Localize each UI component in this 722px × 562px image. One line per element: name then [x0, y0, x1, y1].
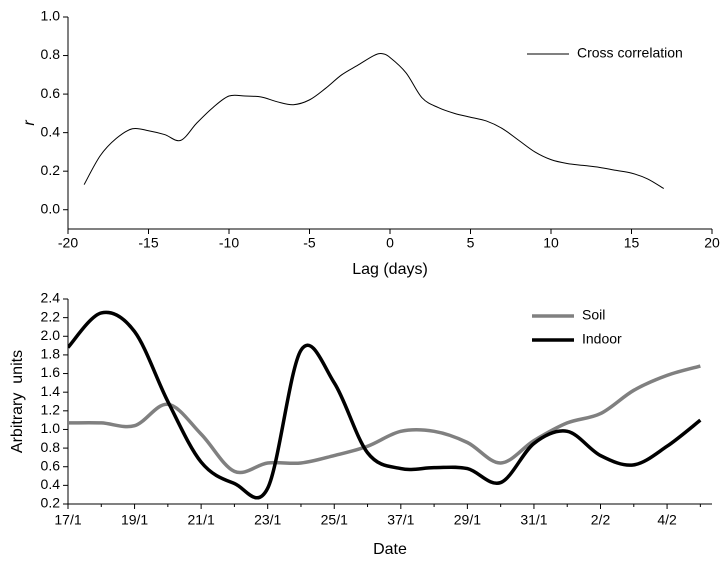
x-tick-label: 37/1: [387, 512, 414, 528]
y-tick-label: 1.0: [41, 420, 61, 436]
y-tick-label: 2.0: [41, 327, 61, 343]
y-tick-label: 1.0: [41, 8, 61, 24]
x-tick-label: 19/1: [121, 512, 148, 528]
y-tick-label: 0.4: [41, 123, 61, 139]
y-tick-label: 1.8: [41, 346, 61, 362]
series-line: [83, 53, 664, 189]
x-tick-label: 25/1: [321, 512, 348, 528]
x-tick-label: 0: [386, 235, 394, 251]
y-tick-label: 2.4: [41, 290, 61, 306]
x-tick-label: -20: [58, 235, 78, 251]
x-tick-label: -10: [219, 235, 239, 251]
x-tick-label: 17/1: [54, 512, 81, 528]
x-tick-label: 4/2: [657, 512, 677, 528]
y-tick-label: 0.6: [41, 85, 61, 101]
y-tick-label: 0.8: [41, 439, 61, 455]
x-tick-label: 29/1: [454, 512, 481, 528]
y-tick-label: 1.4: [41, 383, 61, 399]
x-tick-label: 10: [543, 235, 559, 251]
y-axis-label: r: [21, 120, 38, 126]
y-tick-label: 1.6: [41, 364, 61, 380]
x-tick-label: 31/1: [520, 512, 547, 528]
x-tick-label: -15: [138, 235, 158, 251]
y-tick-label: 0.2: [41, 162, 61, 178]
y-tick-label: 0.6: [41, 457, 61, 473]
x-tick-label: 20: [704, 235, 720, 251]
series-line: [68, 310, 702, 500]
y-tick-label: 0.2: [41, 495, 61, 511]
x-axis-label: Date: [373, 541, 407, 558]
x-tick-label: 5: [467, 235, 475, 251]
x-tick-label: 23/1: [254, 512, 281, 528]
y-tick-label: 0.4: [41, 476, 61, 492]
legend-label: Cross correlation: [577, 45, 683, 61]
y-tick-label: 1.2: [41, 402, 61, 418]
x-tick-label: 15: [624, 235, 640, 251]
legend-label: Soil: [582, 307, 605, 323]
x-tick-label: 2/2: [591, 512, 611, 528]
y-axis-label: Arbitrary units: [9, 350, 26, 453]
x-axis-label: Lag (days): [352, 261, 428, 278]
legend-label: Indoor: [582, 331, 622, 347]
y-tick-label: 0.8: [41, 46, 61, 62]
y-tick-label: 2.2: [41, 308, 61, 324]
y-tick-label: 0.0: [41, 200, 61, 216]
x-tick-label: -5: [303, 235, 316, 251]
x-tick-label: 21/1: [188, 512, 215, 528]
